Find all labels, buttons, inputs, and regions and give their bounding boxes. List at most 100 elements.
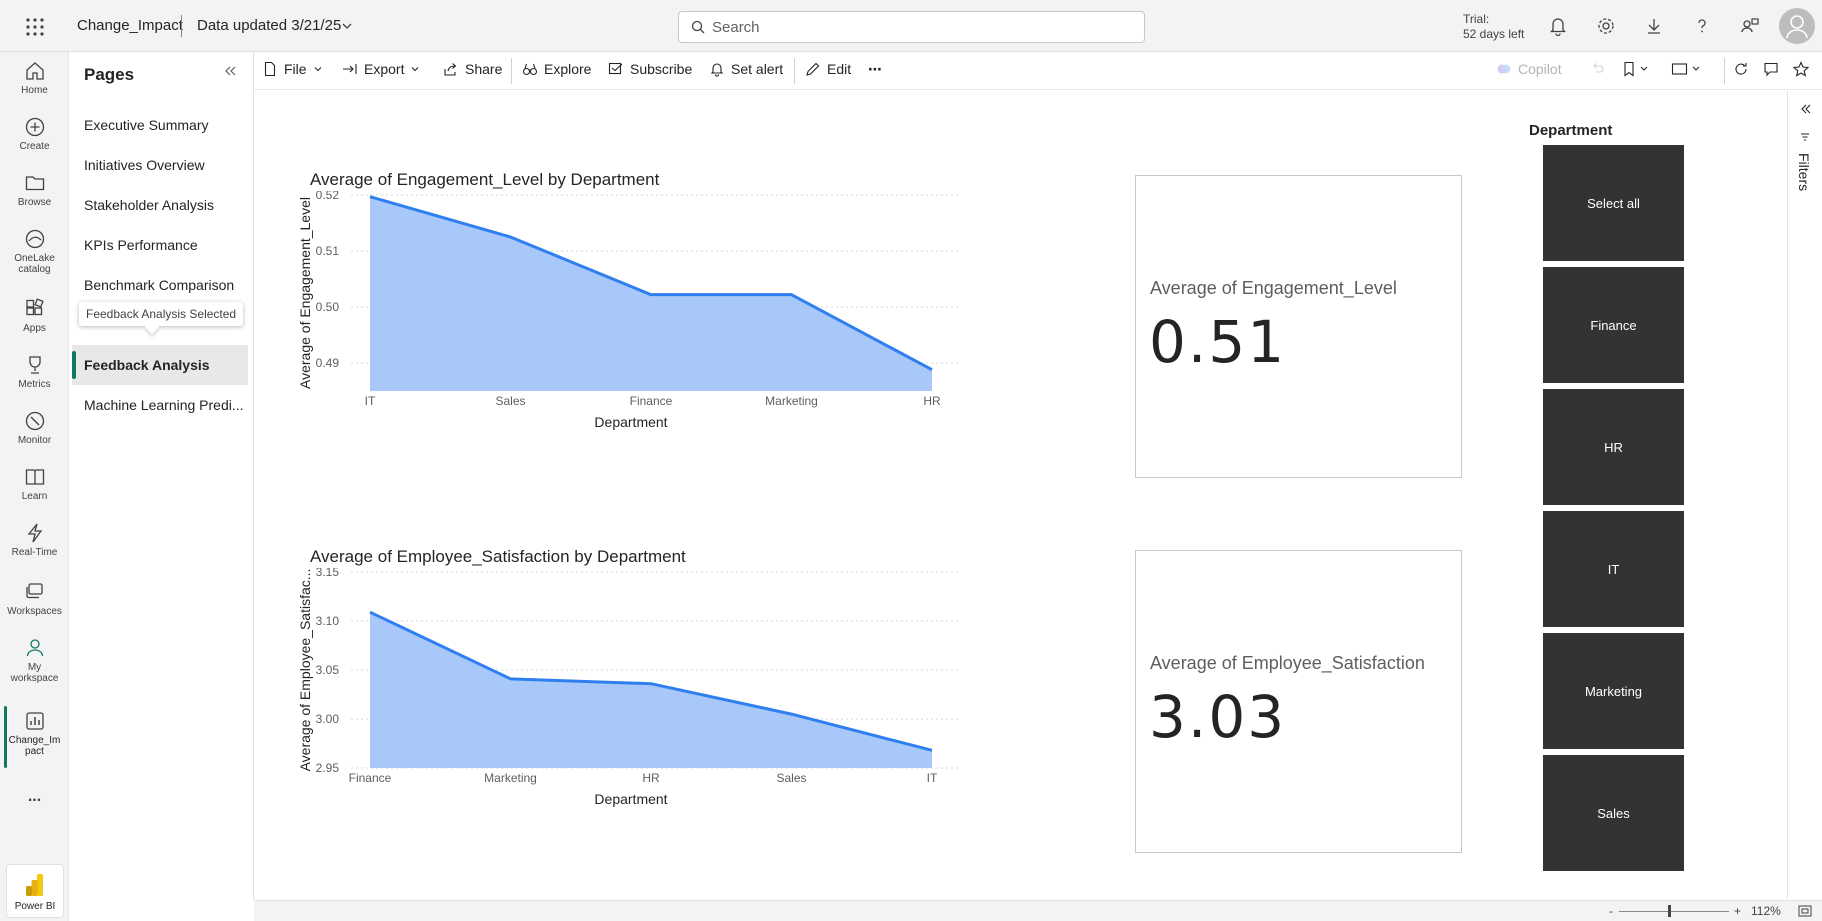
file-icon [264,61,276,77]
trial-status[interactable]: Trial: 52 days left [1463,12,1524,42]
slicer-option-sales[interactable]: Sales [1543,755,1684,871]
nav-change-impact[interactable]: Change_Im pact [0,710,69,757]
y-tick-label: 3.00 [316,712,340,726]
workspace-name[interactable]: Change_Impact [77,17,183,34]
toolbar-divider [511,58,512,84]
nav-label: Change_Im [8,735,61,746]
bookmark-icon[interactable] [1622,61,1650,77]
y-tick-label: 0.51 [316,244,340,258]
collapse-pane-icon[interactable] [223,64,237,78]
nav-metrics[interactable]: Metrics [0,354,69,390]
book-icon [25,469,44,485]
nav-browse[interactable]: Browse [0,172,69,208]
x-tick-label: Marketing [484,771,537,785]
zoom-out-button[interactable]: - [1609,904,1613,918]
bell-icon[interactable] [1546,14,1570,38]
fit-to-page-icon[interactable] [1798,905,1812,917]
slicer-option-select-all[interactable]: Select all [1543,145,1684,261]
x-axis-title: Department [594,414,667,430]
filters-pane[interactable]: Filters [1787,91,1822,899]
nav-label: Apps [23,323,46,334]
export-menu[interactable]: Export [342,61,420,77]
nav-onelake-catalog[interactable]: OneLake catalog [0,228,69,275]
nav-label: Monitor [17,435,52,446]
search-input[interactable]: Search [678,11,1145,43]
file-menu[interactable]: File [262,61,323,77]
zoom-slider-thumb[interactable] [1668,905,1671,917]
page-executive-summary[interactable]: Executive Summary [84,117,209,133]
filters-label: Filters [1796,153,1812,192]
expand-filters-icon[interactable] [1800,103,1812,115]
binoculars-icon [522,63,538,76]
avatar[interactable] [1779,8,1815,44]
gear-icon[interactable] [1594,14,1618,38]
x-tick-label: IT [927,771,938,785]
y-axis-title: Average of Engagement_Level [297,197,313,389]
nav-monitor[interactable]: Monitor [0,410,69,446]
page-machine-learning[interactable]: Machine Learning Predi... [84,397,244,413]
data-updated-label[interactable]: Data updated 3/21/25 [197,17,342,34]
nav-create[interactable]: Create [0,116,69,152]
share-button[interactable]: Share [443,61,502,77]
bell-icon [710,63,724,77]
share-icon [444,63,457,76]
favorite-star-icon[interactable] [1793,61,1809,77]
filter-icon [1799,131,1811,143]
page-initiatives-overview[interactable]: Initiatives Overview [84,157,205,173]
app-launcher-icon[interactable] [22,14,48,40]
trophy-icon [28,356,41,374]
folder-icon [25,176,44,191]
x-axis-title: Department [594,791,667,807]
more-options-icon[interactable]: ⋯ [868,61,882,77]
edit-button[interactable]: Edit [805,61,851,77]
page-tooltip: Feedback Analysis Selected [79,302,244,326]
export-icon [343,64,357,74]
nav-label: My [27,662,42,673]
slicer-option-hr[interactable]: HR [1543,389,1684,505]
page-benchmark-comparison[interactable]: Benchmark Comparison [84,277,235,293]
engagement-area-chart[interactable]: 0.52 0.51 0.50 0.49 IT Sales Finance Marketing H… [296,191,966,473]
refresh-icon[interactable] [1733,61,1749,77]
download-icon[interactable] [1642,14,1666,38]
subscribe-button[interactable]: Subscribe [608,61,692,77]
page-feedback-analysis[interactable]: Feedback Analysis [72,345,248,385]
powerbi-switcher[interactable]: Power BI [6,864,64,918]
chevron-down-icon[interactable] [341,20,353,32]
more-icon[interactable]: ... [27,788,42,805]
nav-real-time[interactable]: Real-Time [0,522,69,558]
apps-icon [25,298,44,316]
slicer-option-finance[interactable]: Finance [1543,267,1684,383]
page-stakeholder-analysis[interactable]: Stakeholder Analysis [84,197,214,213]
kpi-card[interactable]: Average of Employee_Satisfaction 3.03 [1135,550,1462,853]
header-divider [181,15,182,37]
toolbar-divider [1724,58,1725,84]
slicer-option-it[interactable]: IT [1543,511,1684,627]
set-alert-button[interactable]: Set alert [709,61,783,77]
report-icon [25,712,44,730]
nav-label: Browse [17,197,52,208]
copilot-label: Copilot [1518,61,1562,77]
explore-button[interactable]: Explore [522,61,591,77]
copilot-button[interactable]: Copilot [1496,61,1562,77]
nav-label: workspace [10,673,59,684]
satisfaction-area-chart[interactable]: 3.15 3.10 3.05 3.00 2.95 Finance Marketing HR Sa… [296,568,966,850]
status-bar: - + 112% [254,900,1822,921]
feedback-icon[interactable] [1738,14,1762,38]
kpi-card[interactable]: Average of Engagement_Level 0.51 [1135,175,1462,478]
view-options-icon[interactable] [1671,61,1703,77]
nav-my-workspace[interactable]: My workspace [0,637,69,684]
zoom-level[interactable]: 112% [1751,904,1781,918]
nav-learn[interactable]: Learn [0,466,69,502]
help-icon[interactable] [1690,14,1714,38]
page-kpis-performance[interactable]: KPIs Performance [84,237,198,253]
report-action-bar: File Export Share Explore Subscribe Set … [254,52,1822,90]
nav-apps[interactable]: Apps [0,298,69,334]
comment-icon[interactable] [1763,61,1779,77]
nav-home[interactable]: Home [0,60,69,96]
zoom-in-button[interactable]: + [1734,904,1742,918]
slicer-option-marketing[interactable]: Marketing [1543,633,1684,749]
nav-workspaces[interactable]: Workspaces [0,581,69,617]
undo-icon[interactable] [1591,61,1605,75]
zoom-slider[interactable] [1619,911,1729,912]
person-icon [26,639,43,657]
